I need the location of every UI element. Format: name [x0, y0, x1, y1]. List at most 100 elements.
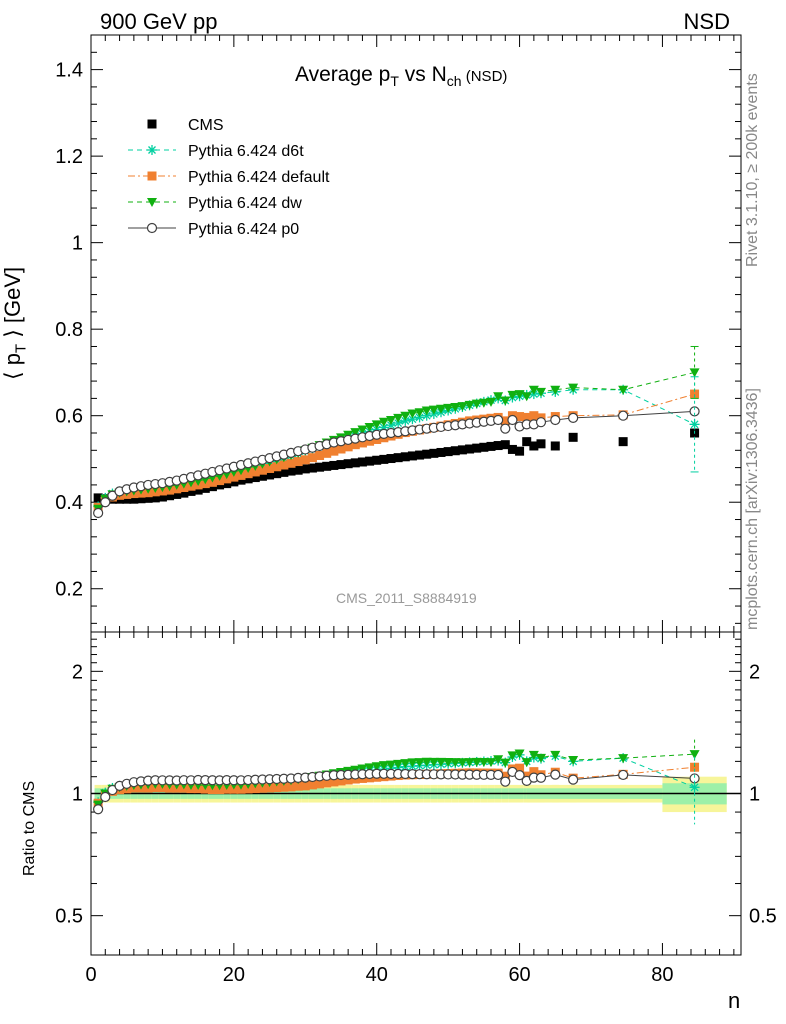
data-point: [500, 396, 511, 406]
data-point: [500, 423, 511, 434]
data-point: [507, 390, 518, 400]
data-point: [471, 399, 482, 409]
data-point: [193, 485, 203, 495]
legend-label: Pythia 6.424 d6t: [188, 143, 304, 160]
axis-ticks: [90, 35, 741, 955]
data-point: [372, 455, 382, 465]
y-tick-label: 0.2: [55, 579, 83, 601]
data-point: [422, 449, 432, 459]
data-point: [690, 389, 700, 399]
legend-label: Pythia 6.424 dw: [188, 195, 302, 212]
data-point: [407, 409, 418, 419]
ratio-point: [293, 781, 303, 791]
data-point: [257, 465, 267, 475]
data-point: [329, 446, 339, 456]
ratio-pythia-6-424-p0: [93, 766, 700, 815]
data-point: [400, 452, 410, 462]
process-label: NSD: [683, 9, 730, 34]
ratio-point: [307, 780, 317, 790]
ratio-point: [300, 781, 310, 791]
ratio-point: [286, 782, 296, 792]
ratio-point: [343, 775, 353, 785]
data-point: [522, 437, 532, 447]
data-point: [143, 493, 153, 503]
ratio-point: [618, 769, 629, 781]
ratio-tick-label-right: 0.5: [749, 906, 777, 928]
data-point: [279, 467, 289, 477]
tick-labels: 0 20 40 60 80 0.2 0.4 0.6 0.8 1 1.2 1.4 0.5 0.5 1 1 2 2: [55, 60, 777, 986]
data-point: [450, 446, 460, 456]
ratio-tick-label-right: 2: [749, 661, 760, 683]
ratio-point: [514, 769, 525, 781]
data-point: [322, 461, 332, 471]
ratio-point: [407, 758, 418, 768]
ratio-point: [364, 763, 375, 773]
data-point: [293, 457, 303, 467]
data-point: [350, 428, 361, 438]
data-point: [136, 494, 146, 504]
legend-label: Pythia 6.424 p0: [188, 221, 299, 238]
data-point: [386, 416, 396, 426]
legend-entry: Pythia 6.424 p0: [128, 221, 299, 238]
ratio-point: [279, 782, 289, 792]
data-point: [350, 440, 360, 450]
data-point: [493, 414, 504, 426]
legend-entry: Pythia 6.424 dw: [128, 195, 302, 212]
ratio-tick-label: 1: [72, 784, 83, 806]
rivet-version-label: Rivet 3.1.10, ≥ 200k events: [744, 73, 761, 267]
data-point: [357, 438, 367, 448]
data-point: [236, 470, 246, 480]
data-point: [315, 450, 325, 460]
data-point: [250, 467, 260, 477]
data-point: [464, 400, 475, 410]
ratio-point: [393, 759, 404, 769]
ratio-point: [386, 760, 396, 770]
data-point: [265, 463, 275, 473]
ratio-point: [550, 769, 561, 780]
data-point: [443, 403, 454, 413]
ratio-tick-label-right: 1: [749, 784, 760, 806]
data-point: [428, 405, 439, 415]
legend-entry: Pythia 6.424 default: [128, 169, 330, 186]
ratio-point: [568, 756, 579, 766]
data-point: [100, 497, 111, 508]
ratio-point: [315, 779, 325, 789]
data-point: [472, 443, 482, 453]
analysis-watermark: CMS_2011_S8884919: [336, 590, 477, 606]
ratio-point: [550, 750, 561, 760]
ratio-point: [493, 769, 504, 781]
ratio-point: [690, 762, 700, 772]
ratio-point: [568, 774, 579, 785]
data-point: [157, 492, 167, 502]
ratio-point: [336, 776, 346, 786]
data-point: [479, 442, 489, 452]
data-point: [300, 455, 310, 465]
data-point: [550, 441, 560, 451]
ratio-point: [378, 761, 389, 771]
ratio-point: [536, 753, 546, 763]
legend-label: CMS: [188, 117, 224, 134]
ratio-point: [618, 754, 629, 764]
data-point: [122, 494, 132, 504]
data-point: [507, 414, 518, 426]
data-point: [550, 414, 561, 426]
ratio-point: [421, 757, 432, 767]
data-point: [379, 454, 389, 464]
data-point: [229, 472, 239, 482]
data-point: [550, 385, 561, 395]
ratio-point: [528, 750, 539, 760]
data-point: [568, 383, 579, 393]
ratio-point: [515, 763, 525, 773]
x-tick-label: 0: [85, 964, 96, 986]
data-point: [293, 465, 303, 475]
data-point: [286, 458, 296, 468]
ratio-point: [257, 783, 267, 793]
data-point: [236, 475, 246, 485]
data-point: [535, 417, 547, 428]
x-tick-label: 80: [651, 964, 673, 986]
x-tick-label: 60: [508, 964, 530, 986]
data-point: [478, 398, 489, 408]
data-point: [222, 479, 232, 489]
legend: CMS Pythia 6.424 d6t Pythia 6.424 default P…: [128, 117, 330, 238]
legend-marker: [147, 198, 157, 207]
